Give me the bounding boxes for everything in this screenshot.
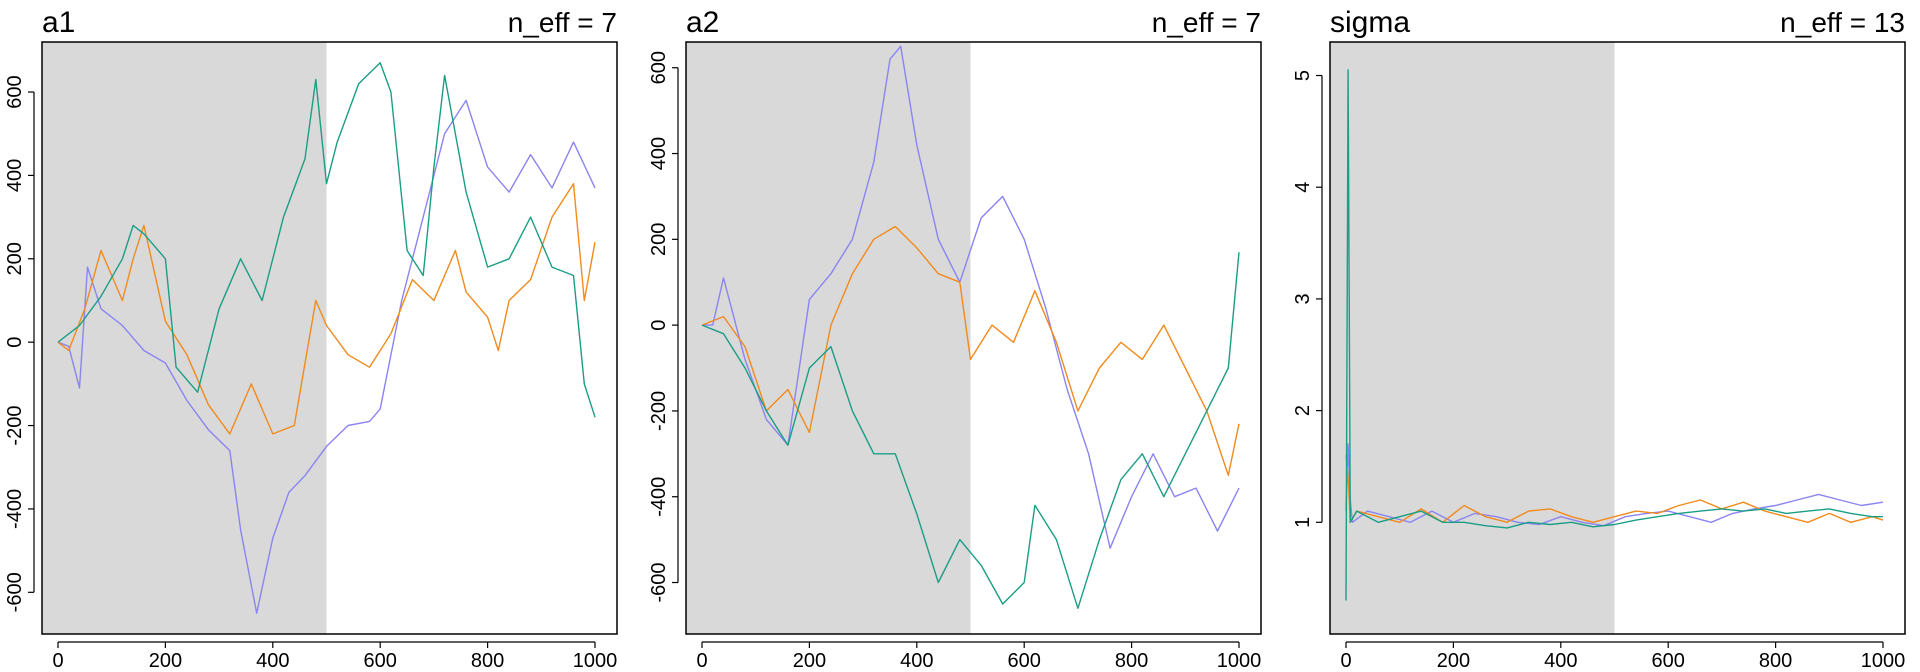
y-tick-label: 400: [4, 159, 26, 192]
traces: [1345, 69, 1884, 601]
x-tick-label: 800: [1115, 650, 1148, 672]
y-tick-label: 600: [648, 51, 670, 84]
panel-a2: a2 n_eff = 7 0 200 400 600 800 1000 -600 -400 -2…: [648, 6, 1262, 672]
y-tick-label: -400: [648, 477, 670, 517]
chain-trace-3: [1345, 69, 1883, 601]
chain-trace-3: [701, 252, 1240, 609]
y-tick-label: 0: [4, 337, 26, 348]
chain-trace-3: [57, 62, 596, 418]
chain-trace-2: [57, 183, 596, 435]
x-tick-label: 600: [1652, 650, 1685, 672]
traces: [701, 45, 1240, 609]
x-tick-label: 600: [1008, 650, 1041, 672]
chain-trace-1: [1345, 443, 1884, 527]
y-tick-label: -400: [4, 489, 26, 529]
panel-title: a2: [686, 6, 719, 39]
x-tick-label: 200: [793, 650, 826, 672]
y-tick-label: 4: [1292, 182, 1314, 193]
x-tick-label: 400: [900, 650, 933, 672]
x-tick-label: 1000: [1217, 650, 1262, 672]
chain-trace-2: [701, 225, 1240, 476]
n-eff-annotation: n_eff = 13: [1780, 7, 1905, 38]
y-tick-label: 1: [1292, 517, 1314, 528]
y-tick-label: 5: [1292, 70, 1314, 81]
plot-frame: [41, 41, 618, 635]
x-tick-label: 400: [1544, 650, 1577, 672]
x-tick-label: 0: [52, 650, 63, 672]
chain-trace-1: [702, 45, 1240, 549]
panel-a1: a1 n_eff = 7 0 200 400 600 800 1000 -600 -400 -2…: [4, 6, 618, 672]
x-tick-label: 800: [471, 650, 504, 672]
n-eff-annotation: n_eff = 7: [508, 7, 617, 38]
chain-trace-1: [57, 99, 596, 614]
chain-trace-2: [1345, 455, 1884, 523]
y-tick-label: 0: [648, 320, 670, 331]
y-tick-label: 400: [648, 137, 670, 170]
warmup-region: [42, 42, 327, 634]
y-tick-label: -200: [4, 406, 26, 446]
x-tick-label: 0: [1340, 650, 1351, 672]
y-tick-label: -600: [4, 572, 26, 612]
panel-title: sigma: [1330, 6, 1410, 39]
x-tick-label: 400: [256, 650, 289, 672]
y-tick-label: 200: [4, 242, 26, 275]
n-eff-annotation: n_eff = 7: [1152, 7, 1261, 38]
y-tick-label: 600: [4, 75, 26, 108]
x-tick-label: 600: [364, 650, 397, 672]
x-tick-label: 200: [149, 650, 182, 672]
x-tick-label: 0: [696, 650, 707, 672]
panel-sigma: sigma n_eff = 13 0 200 400 600 800 1000 1 2 3 4 5: [1292, 6, 1906, 672]
x-tick-label: 200: [1437, 650, 1470, 672]
x-tick-label: 800: [1759, 650, 1792, 672]
y-tick-label: 3: [1292, 293, 1314, 304]
x-tick-label: 1000: [573, 650, 618, 672]
panel-title: a1: [42, 6, 75, 39]
plot-frame: [1329, 41, 1906, 635]
y-tick-label: -200: [648, 391, 670, 431]
plot-frame: [685, 41, 1262, 635]
y-tick-label: -600: [648, 563, 670, 603]
y-tick-label: 200: [648, 223, 670, 256]
x-tick-label: 1000: [1861, 650, 1906, 672]
y-tick-label: 2: [1292, 405, 1314, 416]
warmup-region: [1330, 42, 1615, 634]
traces: [57, 62, 596, 614]
